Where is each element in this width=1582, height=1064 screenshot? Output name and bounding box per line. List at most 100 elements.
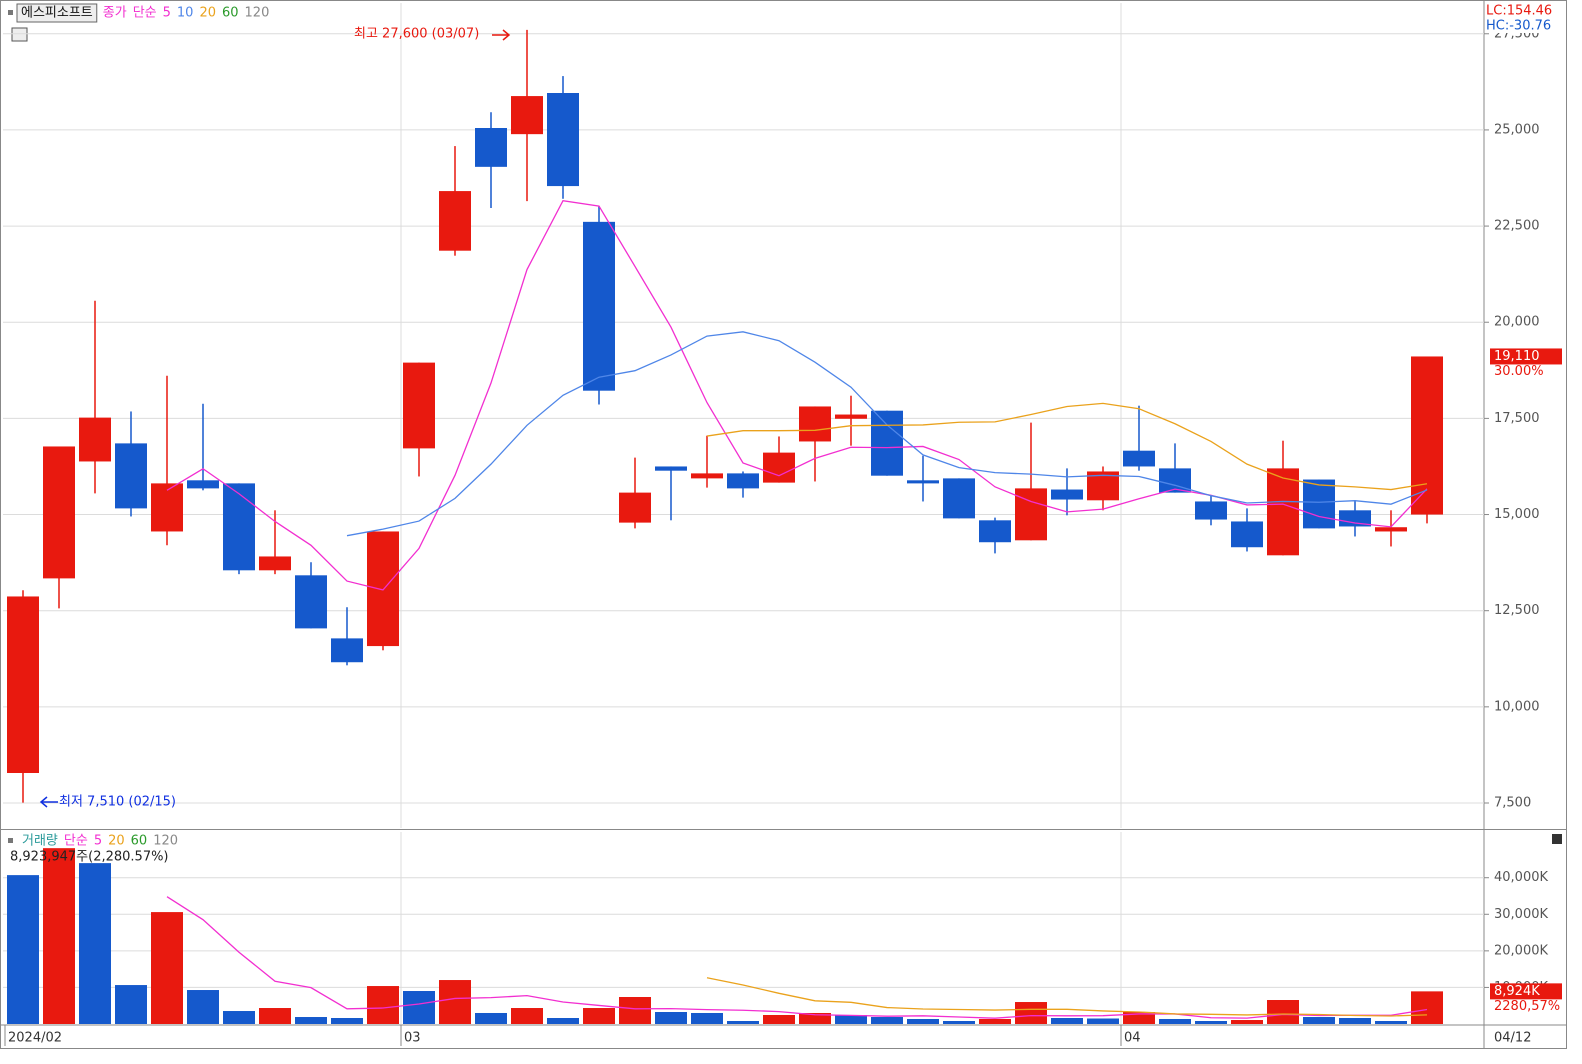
ma-line <box>706 402 1428 491</box>
candle-body <box>511 96 543 135</box>
volume-bar <box>439 980 471 1024</box>
candle-body <box>943 478 975 519</box>
legend-label: 거래량 <box>22 834 58 849</box>
legend-label: 단순 <box>133 6 157 21</box>
volume-bar <box>1231 1020 1263 1024</box>
volume-bar <box>403 991 435 1024</box>
lc-bg <box>1485 3 1565 33</box>
candle-body <box>871 410 903 476</box>
arrow <box>39 796 58 808</box>
change-label: 30.00% <box>1494 364 1544 379</box>
volume-bar <box>331 1018 363 1024</box>
x-tick-label: 04 <box>1124 1031 1141 1046</box>
candle-body <box>223 483 255 571</box>
y-tick-label: 40,000K <box>1494 870 1548 885</box>
candle-body <box>79 417 111 462</box>
ma-line <box>706 977 1428 1017</box>
volume-bar <box>187 990 219 1024</box>
x-tick-label: 04/12 <box>1494 1031 1531 1046</box>
candle-body <box>727 473 759 489</box>
legend-entry: 120 <box>153 834 178 849</box>
volume-bar <box>871 1017 903 1024</box>
y-tick-label: 20,000K <box>1494 943 1548 958</box>
volume-bar <box>583 1008 615 1024</box>
legend-entry: 120 <box>245 6 270 21</box>
candle-body <box>1303 479 1335 529</box>
candle-body <box>763 452 795 483</box>
volume-bar <box>547 1018 579 1024</box>
stock-name[interactable]: 에스피소프트 <box>21 6 93 21</box>
volume-bar <box>475 1012 507 1024</box>
candle-body <box>151 483 183 532</box>
volume-bar <box>1375 1021 1407 1024</box>
y-tick-label: 12,500 <box>1494 603 1540 618</box>
volume-bar <box>907 1018 939 1024</box>
y-tick-label: 25,000 <box>1494 122 1540 137</box>
arrow <box>492 29 511 41</box>
candle-body <box>7 596 39 773</box>
volume-bar <box>1339 1018 1371 1024</box>
candle-body <box>1123 450 1155 467</box>
lc-label: LC:154.46 <box>1486 4 1552 19</box>
legend-label: 단순 <box>64 834 88 849</box>
volume-bar <box>367 986 399 1024</box>
candle-body <box>1375 527 1407 532</box>
high-annotation: 최고 27,600 (03/07) <box>354 27 479 42</box>
volume-bar <box>1303 1017 1335 1024</box>
volume-summary: 8,923,947주(2,280.57%) <box>10 850 169 865</box>
legend-entry: 60 <box>131 834 148 849</box>
volume-bar <box>1159 1018 1191 1024</box>
volume-bar <box>619 997 651 1024</box>
volume-bar <box>1195 1021 1227 1024</box>
volume-bar <box>763 1015 795 1024</box>
y-tick-label: 7,500 <box>1494 796 1531 811</box>
candle-body <box>1231 521 1263 548</box>
candle-body <box>331 638 363 663</box>
legend-entry: 10 <box>177 6 194 21</box>
legend-entry: 5 <box>94 834 102 849</box>
candle-body <box>547 93 579 187</box>
volume-tag <box>1490 983 1562 1000</box>
candle-body <box>799 406 831 442</box>
low-annotation: 최저 7,510 (02/15) <box>59 795 176 810</box>
hc-label: HC:-30.76 <box>1486 19 1551 34</box>
volume-bar <box>1123 1012 1155 1024</box>
candle-body <box>259 556 291 571</box>
legend-entry: 5 <box>163 6 171 21</box>
title-box[interactable] <box>16 3 98 23</box>
panel-icon <box>8 838 13 843</box>
volume-bar <box>727 1021 759 1024</box>
candle-body <box>907 480 939 484</box>
candle-body <box>295 575 327 629</box>
x-tick-label: 03 <box>404 1031 421 1046</box>
grid-icon[interactable] <box>11 27 28 42</box>
close-icon[interactable] <box>1552 834 1562 844</box>
price-tag <box>1490 348 1562 365</box>
legend-entry: 60 <box>222 6 239 21</box>
volume-bar <box>1411 991 1443 1024</box>
volume-bar <box>79 863 111 1024</box>
candle-body <box>1267 468 1299 556</box>
legend-entry: 20 <box>108 834 125 849</box>
candle-body <box>403 362 435 449</box>
volume-bar <box>1087 1018 1119 1024</box>
volume-bar <box>1267 1000 1299 1024</box>
candle-body <box>187 480 219 489</box>
candle-body <box>979 520 1011 543</box>
volume-bar <box>655 1012 687 1024</box>
y-tick-label: 10,000 <box>1494 699 1540 714</box>
y-tick-label: 20,000 <box>1494 315 1540 330</box>
legend-entry: 20 <box>199 6 216 21</box>
y-tick-label: 15,000 <box>1494 507 1540 522</box>
candle-body <box>367 531 399 647</box>
volume-bar <box>835 1015 867 1024</box>
ratio-label: 2280,57% <box>1494 999 1560 1014</box>
candle-body <box>1195 501 1227 520</box>
volume-bar <box>691 1012 723 1024</box>
x-tick-label: 2024/02 <box>8 1031 62 1046</box>
ma-line <box>166 896 1428 1019</box>
volume-bar <box>1051 1018 1083 1024</box>
volume-bar <box>979 1018 1011 1024</box>
